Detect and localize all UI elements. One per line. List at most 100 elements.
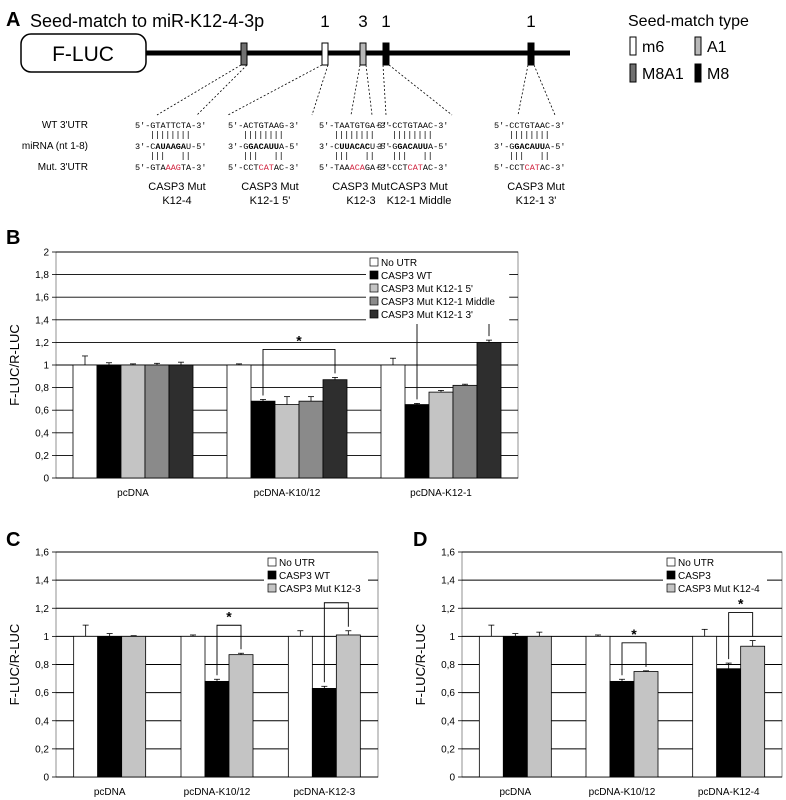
site-marker-a1 [359,42,367,66]
legend-swatch [369,257,379,267]
significance-star: * [226,608,232,624]
y-tick-label: 1,2 [35,338,49,349]
site-marker-m6 [321,42,329,66]
x-tick-label: pcDNA [94,787,126,798]
bar [609,680,635,778]
mut-sequence: 5'-TAAACAGA-3' [319,163,390,173]
bar [322,379,348,479]
y-tick-label: 0,8 [35,660,49,671]
legend-label: CASP3 Mut K12-4 [678,584,760,595]
alignment-2: 5'-ACTGTAAG-3' 3'-GGACAUUA-5' 5'-CCTCATAC-… [228,121,299,207]
panel-a-gene-diagram: A Seed-match to miR-K12-4-3p F-LUC 1 3 1… [6,9,749,207]
legend-label-m8a1: M8A1 [642,66,684,83]
bar [311,688,337,778]
y-tick-label: 1,6 [441,548,455,559]
legend-label: No UTR [279,558,315,569]
mirna-sequence: 3'-CAUAAGAU-5' [135,142,206,152]
pairing-ticks [245,152,282,160]
y-tick-label: 1,6 [35,548,49,559]
significance-star: * [738,596,744,612]
y-tick-label: 0,4 [441,716,455,727]
bar [144,364,170,479]
legend-label: CASP3 Mut K12-1 3' [381,310,473,321]
mutant-name-line1: CASP3 Mut [241,181,298,193]
y-tick-label: 0,2 [35,744,49,755]
y-tick-label: 0,4 [35,716,49,727]
pairing-ticks [394,131,431,139]
y-tick-label: 0,6 [441,688,455,699]
y-tick-label: 1 [43,632,49,643]
y-tick-label: 0 [449,773,455,784]
alignment-5: 5'-CCTGTAAC-3' 3'-GGACAUUA-5' 5'-CCTCATAC-… [494,121,565,207]
site-count-1: 1 [320,12,329,31]
bar [250,400,276,479]
x-tick-label: pcDNA-K10/12 [589,787,656,798]
mutant-name-line2: K12-3 [346,195,375,207]
significance-bracket [621,642,647,676]
y-tick-label: 2 [43,248,49,259]
mutant-name-line1: CASP3 Mut [148,181,205,193]
significance-star: * [296,332,302,348]
bar [97,635,123,778]
x-tick-label: pcDNA-K12-3 [293,787,355,798]
bar [204,680,230,778]
y-tick-label: 1 [43,361,49,372]
legend-swatch-m6 [629,36,637,56]
mutant-name-line1: CASP3 Mut [332,181,389,193]
mirna-sequence: 3'-GGACAUUA-5' [377,142,448,152]
y-tick-label: 0,6 [35,688,49,699]
mut-sequence: 5'-CCTCATAC-3' [228,163,299,173]
significance-bracket [262,348,336,396]
panel-c-chart: C 0 0,2 0,4 0,6 0,8 1 1,2 1,4 1,6 F-LUC/R-LUC pcDNA… [6,529,379,798]
pairing-ticks [394,152,431,160]
row-label-wt: WT 3'UTR [42,120,88,131]
bar [180,635,206,778]
wt-sequence: 5'-TAATGTGA-3' [319,121,390,131]
y-tick-label: 1,4 [441,576,455,587]
panel-letter: D [413,529,427,551]
panel-d-chart: D 0 0,2 0,4 0,6 0,8 1 1,2 1,4 1,6 F-LUC/R-LUC pcDNA… [413,529,783,798]
significance-bracket [216,624,242,676]
legend-label-a1: A1 [707,39,727,56]
legend-label: CASP3 Mut K12-1 Middle [381,297,495,308]
legend-label-m8: M8 [707,66,729,83]
bar [404,404,430,479]
y-axis-label: F-LUC/R-LUC [7,324,22,406]
pairing-ticks [152,152,189,160]
site-marker-m8-middle [382,42,390,66]
pairing-ticks [245,131,282,139]
y-tick-label: 0,6 [35,406,49,417]
x-tick-label: pcDNA-K12-1 [410,488,472,499]
legend-background [663,555,767,598]
mutant-name-line2: K12-1 3' [516,195,557,207]
row-label-mirna: miRNA (nt 1-8) [22,141,88,152]
pairing-ticks [511,131,548,139]
bar [692,635,718,778]
y-tick-label: 0 [43,773,49,784]
y-tick-label: 1,2 [35,604,49,615]
legend-swatch [267,557,277,567]
bar [380,364,406,479]
site-marker-m8-3prime [527,42,535,66]
fluc-box-label: F-LUC [52,43,114,66]
legend-swatch-m8a1 [629,63,637,83]
bar [228,654,254,778]
pairing-ticks [152,131,189,139]
legend-swatch-a1 [694,36,702,56]
legend-swatch [369,309,379,319]
pairing-ticks [336,152,373,160]
mutant-name-line2: K12-1 5' [250,195,291,207]
y-tick-label: 0,4 [35,428,49,439]
site-marker-m8a1 [240,42,248,66]
site-count-3: 1 [381,12,390,31]
panel-letter: B [6,227,20,249]
pairing-ticks [336,131,373,139]
legend-swatch-m8 [694,63,702,83]
x-tick-label: pcDNA-K10/12 [254,488,321,499]
legend-background [264,555,368,598]
row-label-mut: Mut. 3'UTR [38,162,88,173]
bar [585,635,611,778]
alignment-1: 5'-GTATTCTA-3' 3'-CAUAAGAU-5' 5'-GTAAAGTA-… [135,121,206,207]
x-tick-label: pcDNA [499,787,531,798]
legend-swatch [369,270,379,280]
